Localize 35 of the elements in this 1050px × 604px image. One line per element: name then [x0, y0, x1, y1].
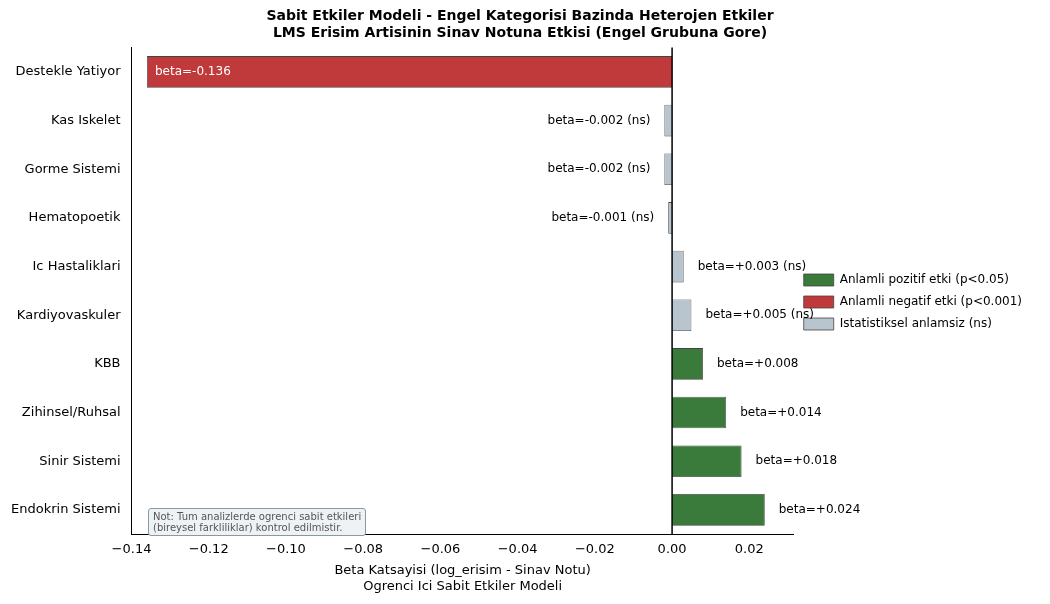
legend-label: Anlamli pozitif etki (p<0.05)	[839, 272, 1010, 287]
legend-label: Istatistiksel anlamsiz (ns)	[839, 316, 992, 331]
data-label: beta=+0.018	[755, 453, 838, 468]
y-tick-label: Kardiyovaskuler	[16, 306, 122, 322]
data-label: beta=+0.008	[716, 356, 799, 371]
y-tick-label: Endokrin Sistemi	[10, 501, 121, 517]
data-label: beta=-0.136	[154, 64, 231, 79]
y-tick-label: Sinir Sistemi	[39, 452, 121, 468]
y-tick-label: KBB	[94, 355, 121, 371]
annotation: Not: Tum analizlerde ogrenci sabit etkileri (bireysel farkliliklar) kontrol edilmistir.	[148, 508, 367, 536]
x-tick-label: 0.02	[734, 541, 764, 557]
data-label: beta=+0.005 (ns)	[705, 307, 814, 322]
chart-title: Sabit Etkiler Modeli - Engel Kategorisi Bazinda Heterojen Etkiler LMS Erisim Artisinin Sinav Notuna Etkisi (Engel Grubuna Gore)	[266, 7, 774, 40]
data-label: beta=-0.002 (ns)	[547, 161, 651, 176]
legend-label: Anlamli negatif etki (p<0.001)	[839, 294, 1023, 309]
x-tick-label: −0.02	[574, 541, 615, 557]
data-label: beta=+0.003 (ns)	[697, 258, 807, 273]
x-tick-label: −0.08	[343, 541, 384, 557]
x-tick-label: 0.00	[657, 541, 687, 557]
x-tick-label: −0.14	[111, 541, 152, 557]
y-tick-label: Ic Hastaliklari	[32, 257, 121, 273]
data-label: beta=-0.001 (ns)	[551, 210, 655, 225]
y-tick-label: Gorme Sistemi	[24, 160, 121, 176]
x-tick-label: −0.10	[266, 541, 306, 557]
y-tick-label: Destekle Yatiyor	[15, 63, 122, 79]
x-tick-label: −0.04	[497, 541, 538, 557]
data-label: beta=+0.014	[740, 404, 822, 419]
y-tick-label: Zihinsel/Ruhsal	[21, 403, 121, 419]
y-tick-label: Kas Iskelet	[50, 111, 121, 127]
y-tick-label: Hematopoetik	[28, 209, 121, 225]
data-label: beta=-0.002 (ns)	[547, 112, 651, 127]
x-tick-label: −0.06	[420, 541, 461, 557]
x-tick-label: −0.12	[188, 541, 229, 557]
data-label: beta=+0.024	[778, 501, 861, 516]
x-axis-title: Beta Katsayisi (log_erisim - Sinav Notu) Ogrenci Ici Sabit Etkiler Modeli	[334, 561, 591, 593]
